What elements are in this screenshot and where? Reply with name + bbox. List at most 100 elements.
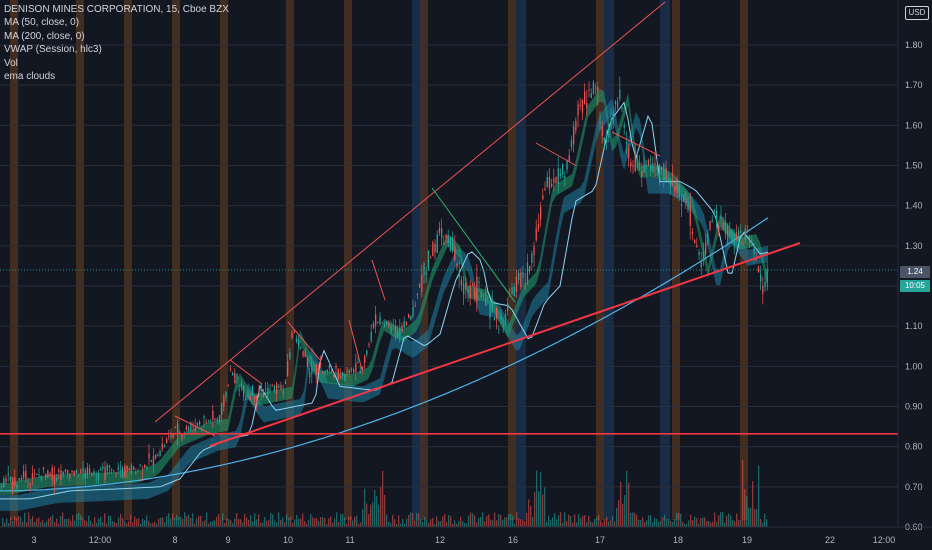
legend-ma50[interactable]: MA (50, close, 0) <box>4 17 80 29</box>
candle-body <box>423 263 425 276</box>
candle-body <box>669 181 672 187</box>
candle-body <box>419 284 421 288</box>
candle-body <box>67 470 69 474</box>
candle-body <box>295 338 298 342</box>
volume-bar <box>618 500 620 527</box>
volume-bar <box>444 513 446 527</box>
candle-body <box>122 468 124 478</box>
candle-body <box>157 455 159 457</box>
volume-bar <box>762 522 764 527</box>
candle-body <box>724 222 727 234</box>
volume-bar <box>596 517 598 527</box>
band-blue-0 <box>412 0 422 520</box>
volume-bar <box>242 522 244 527</box>
candle-body <box>243 385 245 397</box>
candle-body <box>128 468 130 470</box>
volume-bar <box>260 522 262 527</box>
candle-body <box>210 421 212 423</box>
candle-body <box>100 468 102 471</box>
volume-bar <box>190 517 192 527</box>
volume-bar <box>118 517 120 527</box>
time-tick-label: 11 <box>345 535 354 545</box>
candle-body <box>86 467 89 476</box>
volume-bar <box>682 521 684 527</box>
volume-bar <box>382 470 384 527</box>
volume-bar <box>150 523 152 527</box>
volume-bar <box>420 519 422 527</box>
volume-bar <box>504 517 506 527</box>
volume-bar <box>176 514 178 527</box>
volume-bar <box>470 512 472 527</box>
volume-bar <box>56 518 58 527</box>
volume-bar <box>538 491 540 527</box>
volume-bar <box>640 519 642 527</box>
candle-body <box>397 330 399 337</box>
candle-body <box>507 303 509 311</box>
band-orange-10 <box>672 0 680 520</box>
candle-body <box>436 234 438 253</box>
volume-bar <box>36 518 38 527</box>
volume-bar <box>132 522 134 527</box>
candle-body <box>542 195 544 200</box>
volume-bar <box>560 512 562 527</box>
candle-body <box>240 383 243 388</box>
volume-bar <box>666 519 668 527</box>
volume-bar <box>12 520 14 527</box>
candle-body <box>416 293 419 295</box>
candle-body <box>174 427 177 429</box>
volume-bar <box>28 512 30 527</box>
volume-bar <box>32 515 34 527</box>
volume-bar <box>366 503 368 527</box>
candle-body <box>23 471 25 478</box>
candle-body <box>278 385 280 388</box>
volume-bar <box>46 521 48 527</box>
candle-body <box>64 470 67 472</box>
candle-body <box>460 279 463 286</box>
candle-body <box>207 420 210 422</box>
legend-vwap[interactable]: VWAP (Session, hlc3) <box>4 44 102 56</box>
candle-body <box>740 231 742 233</box>
volume-bar <box>548 515 550 527</box>
trendline-drawings[interactable] <box>0 1 898 447</box>
volume-bar <box>224 522 226 527</box>
candle-body <box>276 383 278 395</box>
volume-bar <box>562 522 564 527</box>
candle-body <box>665 167 667 180</box>
price-tick-label: 1.50 <box>905 160 923 170</box>
legend-ma200[interactable]: MA (200, close, 0) <box>4 30 85 42</box>
volume-bar <box>266 520 268 527</box>
volume-bar <box>428 522 430 527</box>
volume-bar <box>378 504 380 527</box>
candle-body <box>746 231 749 233</box>
candle-body <box>601 125 603 137</box>
candle-body <box>720 216 722 220</box>
volume-bar <box>466 523 468 527</box>
volume-bar <box>612 516 614 527</box>
volume-bar <box>494 512 496 527</box>
volume-bar <box>686 523 688 527</box>
candle-body <box>656 166 658 169</box>
candle-body <box>401 325 403 332</box>
candle-body <box>595 87 597 89</box>
volume-bar <box>744 489 746 527</box>
volume-bar <box>182 518 184 527</box>
volume-bar <box>336 512 338 527</box>
symbol-title[interactable]: DENISON MINES CORPORATION, 15, Cboe BZX <box>4 4 229 15</box>
volume-bar <box>488 514 490 527</box>
volume-bar <box>284 522 286 527</box>
candle-body <box>51 467 53 480</box>
candle-body <box>181 434 183 439</box>
volume-bar <box>432 517 434 527</box>
time-axis[interactable]: 3 12:00 8 9 10 11 12 16 17 18 19 22 12:00 <box>0 526 932 545</box>
candle-body <box>628 149 630 159</box>
currency-label[interactable]: USD <box>905 6 929 20</box>
volume-bar <box>200 515 202 527</box>
candle-body <box>524 283 526 285</box>
volume-bar <box>184 512 186 527</box>
legend-ema-clouds[interactable]: ema clouds <box>4 71 56 83</box>
candle-body <box>5 478 7 482</box>
volume-bar <box>728 513 730 527</box>
indicator-lines <box>0 101 898 500</box>
legend-vol[interactable]: Vol <box>4 57 18 69</box>
